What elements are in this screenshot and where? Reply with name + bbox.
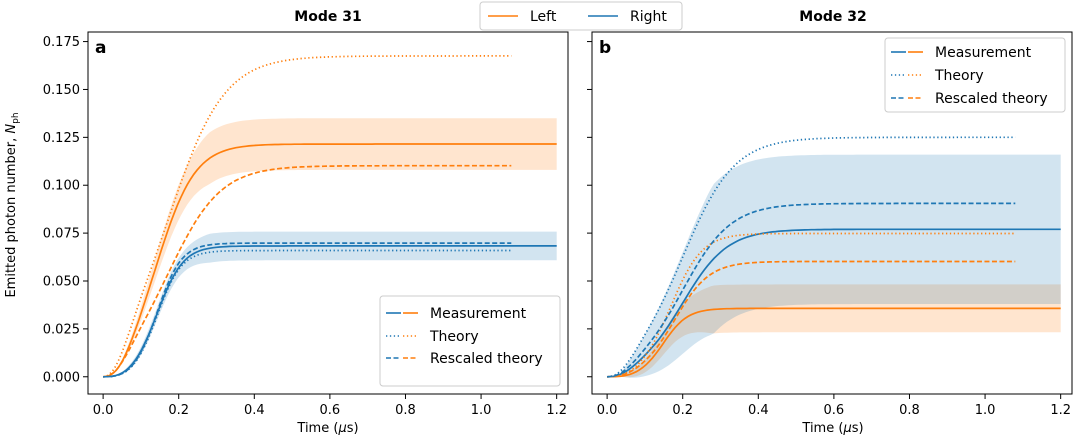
x-axis-label: Time (μs) (296, 421, 358, 436)
panel-mode-31: Mode 31 0.0 0.2 0.4 0.6 0.8 1.0 1.2 0.000 0.025… (43, 9, 569, 436)
legend: Measurement Theory Rescaled theory (884, 37, 1066, 113)
x-tick-label: 0.4 (748, 403, 769, 418)
y-ticks (587, 41, 592, 378)
legend-frame (379, 295, 561, 387)
y-tick-label: 0.075 (43, 227, 80, 242)
panel-label: b (599, 38, 611, 58)
line-left-rescaled-theory (607, 260, 1016, 378)
x-axis-label: Time (μs) (801, 421, 863, 436)
line-right-theory (103, 249, 512, 378)
legend-theory-label: Theory (429, 329, 479, 345)
line-left-rescaled-theory (103, 164, 512, 378)
y-tick-label: 0.150 (43, 83, 80, 98)
line-right-rescaled-theory (103, 242, 512, 378)
line-left-theory (607, 232, 1016, 378)
y-tick-label: 0.000 (43, 370, 80, 385)
line-right-measurement (607, 228, 1061, 378)
figure-legend: Left Right (479, 1, 683, 31)
x-tick-label: 0.6 (824, 403, 845, 418)
line-right-measurement (103, 245, 557, 378)
y-axis-label: Emitted photon number, Nph (4, 112, 21, 297)
plot-frame (87, 31, 569, 395)
x-tick-label: 0.8 (899, 403, 920, 418)
x-tick-label: 1.2 (546, 403, 567, 418)
line-left-measurement (607, 307, 1061, 378)
x-ticks: 0.0 0.2 0.4 0.6 0.8 1.0 1.2 (93, 394, 567, 418)
line-right-rescaled-theory (607, 202, 1016, 378)
x-tick-label: 0.2 (672, 403, 693, 418)
y-ticks: 0.000 0.025 0.050 0.075 0.100 0.125 0.150 0.175 (43, 35, 88, 385)
figure-legend-left-label: Left (530, 9, 557, 25)
x-tick-label: 0.4 (244, 403, 265, 418)
panel-label: a (95, 38, 106, 58)
x-tick-label: 0.0 (93, 403, 114, 418)
series-lines (102, 55, 557, 378)
plot-frame (591, 31, 1073, 395)
series-lines (607, 136, 1061, 378)
x-tick-label: 0.0 (597, 403, 618, 418)
y-tick-label: 0.125 (43, 131, 80, 146)
x-tick-label: 1.0 (975, 403, 996, 418)
y-tick-label: 0.100 (43, 179, 80, 194)
legend-measurement-label: Measurement (430, 306, 527, 322)
y-tick-label: 0.050 (43, 274, 80, 289)
legend-measurement-label: Measurement (935, 45, 1032, 61)
y-tick-label: 0.025 (43, 322, 80, 337)
x-tick-label: 1.0 (471, 403, 492, 418)
figure-legend-frame (479, 1, 683, 31)
legend-frame (884, 37, 1066, 113)
x-ticks: 0.0 0.2 0.4 0.6 0.8 1.0 1.2 (597, 394, 1071, 418)
x-tick-label: 0.8 (395, 403, 416, 418)
panel-title: Mode 32 (799, 9, 866, 25)
confidence-bands (607, 154, 1061, 378)
line-left-measurement (103, 143, 557, 378)
panel-mode-32: Mode 32 0.0 0.2 0.4 0.6 0.8 1.0 1.2 b Time (μs… (587, 9, 1073, 436)
figure-legend-right-label: Right (630, 9, 667, 25)
legend-rescaled-label: Rescaled theory (935, 91, 1048, 107)
panel-title: Mode 31 (294, 9, 361, 25)
band-right-measurement (607, 154, 1061, 378)
y-tick-label: 0.175 (43, 35, 80, 50)
legend-rescaled-label: Rescaled theory (430, 351, 543, 367)
x-tick-label: 0.6 (320, 403, 341, 418)
legend: Measurement Theory Rescaled theory (379, 295, 561, 387)
x-tick-label: 0.2 (168, 403, 189, 418)
x-tick-label: 1.2 (1050, 403, 1071, 418)
legend-theory-label: Theory (934, 68, 984, 84)
